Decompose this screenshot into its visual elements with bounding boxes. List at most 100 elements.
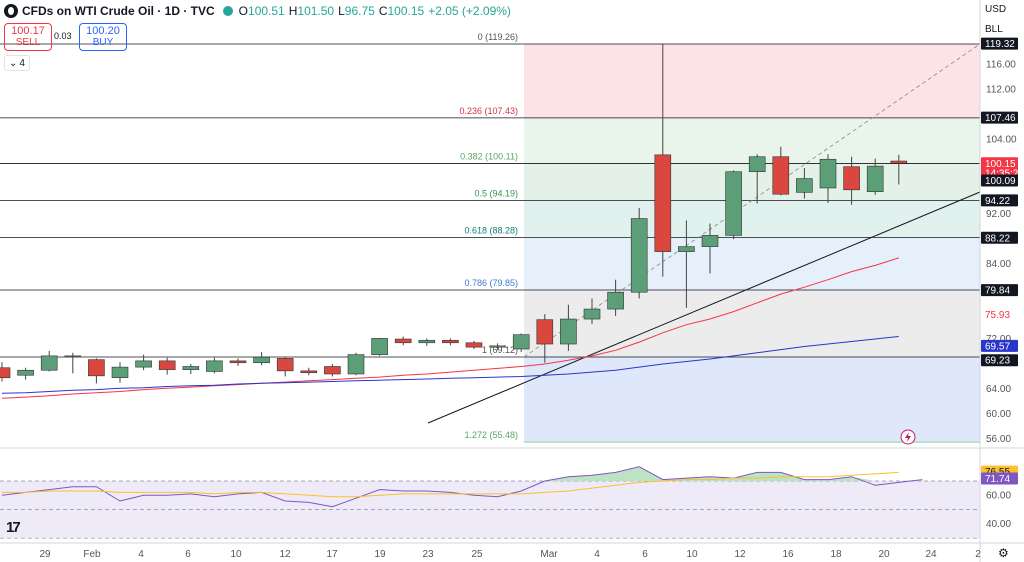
support-trendline: [427, 191, 981, 424]
candle: [206, 357, 223, 374]
candle: [229, 358, 247, 366]
candle-body: [135, 360, 152, 368]
indicators-toggle-button[interactable]: ⌄ 4: [4, 55, 30, 71]
chevron-down-icon: ⌄: [9, 57, 18, 69]
candle-body: [583, 308, 601, 320]
sell-price: 100.17: [11, 25, 45, 37]
candle-body: [866, 165, 884, 192]
candle-body: [725, 171, 742, 236]
price-tick-label: 56.00: [986, 434, 1011, 445]
settings-gear-icon[interactable]: ⚙: [998, 546, 1009, 560]
ohlc-low-value: 96.75: [344, 4, 375, 18]
oil-drop-icon: [4, 4, 18, 18]
candle-body: [701, 235, 719, 247]
candle: [536, 314, 554, 363]
time-tick-label: 2: [975, 549, 981, 560]
time-tick-label: 4: [594, 549, 600, 560]
chart-header: CFDs on WTI Crude Oil · 1D · TVC O 100.51…: [0, 0, 515, 22]
time-tick-label: 29: [39, 549, 51, 560]
candle: [512, 333, 530, 353]
candle: [40, 350, 58, 372]
price-badge-bg: [981, 354, 1018, 367]
candle-body: [347, 354, 365, 375]
candle-body: [512, 334, 530, 350]
candle-body: [843, 166, 860, 191]
candle: [158, 357, 176, 375]
fibonacci-lines: [0, 43, 980, 443]
price-badge-bg: [981, 37, 1018, 50]
ohlc-open-value: 100.51: [248, 4, 285, 18]
moving-average-red-line: [1, 257, 899, 399]
candle: [253, 352, 270, 366]
time-tick-label: 17: [326, 549, 338, 560]
candle: [583, 298, 601, 325]
sell-button[interactable]: 100.17 SELL: [4, 23, 52, 51]
candle-body: [17, 369, 34, 376]
fibonacci-labels: 0 (119.26) 0.236 (107.43) 0.382 (100.11) 0.…: [459, 32, 518, 440]
candle: [843, 156, 860, 205]
symbol-title[interactable]: CFDs on WTI Crude Oil · 1D · TVC: [22, 4, 215, 18]
lightning-bolt: [905, 432, 911, 442]
candle: [489, 343, 506, 351]
unit-selector[interactable]: BLL: [985, 24, 1003, 35]
rsi-badge-bg: [981, 472, 1018, 485]
price-tick-label: 116.00: [986, 59, 1016, 70]
price-badge-bg: [981, 284, 1018, 297]
time-tick-label: 25: [471, 549, 483, 560]
indicator-count: 4: [19, 57, 25, 69]
price-badge: 100.15: [985, 159, 1016, 170]
price-tick-label: 84.00: [986, 259, 1011, 270]
fib-zone: [524, 357, 980, 443]
price-badge: 107.46: [985, 113, 1016, 124]
candle: [560, 304, 577, 351]
buy-label: BUY: [92, 37, 114, 48]
candle-body: [442, 339, 459, 344]
moving-averages: [1, 257, 899, 399]
price-badge: 79.84: [985, 286, 1010, 297]
ohlc-high-value: 101.50: [297, 4, 335, 18]
candle-body: [536, 319, 554, 345]
fib-label: 0.236 (107.43): [459, 106, 518, 116]
candle: [654, 43, 672, 277]
price-tick-label: 104.00: [986, 134, 1017, 145]
time-tick-label: 6: [185, 549, 191, 560]
ohlc-change: +2.05 (+2.09%): [428, 4, 511, 18]
rsi-pane: [0, 466, 980, 539]
candle: [347, 352, 365, 376]
candle: [300, 367, 318, 376]
ohlc-open-key: O: [238, 4, 249, 18]
time-tick-label: 24: [925, 549, 937, 560]
sell-label: SELL: [15, 37, 41, 48]
fibonacci-zones: [524, 44, 980, 443]
candle-body: [796, 178, 813, 193]
candle-body: [253, 356, 270, 364]
fib-label: 1.272 (55.48): [464, 430, 518, 440]
time-tick-label: 12: [734, 549, 746, 560]
price-badge: 69.23: [985, 356, 1010, 367]
fib-zone: [524, 237, 980, 291]
candle: [418, 338, 436, 346]
tradingview-logo: 17: [6, 519, 21, 536]
fib-label: 0.5 (94.19): [474, 189, 518, 199]
candle: [678, 220, 695, 308]
ohlc-close-value: 100.15: [387, 4, 425, 18]
time-tick-label: 6: [642, 549, 648, 560]
fib-label: 1 (69.12): [482, 345, 518, 355]
time-tick-label: 12: [279, 549, 291, 560]
candle-body: [465, 342, 483, 348]
trendlines: [427, 43, 981, 424]
price-badge-bg: [981, 157, 1018, 180]
price-badge: 94.22: [985, 196, 1010, 207]
candle-body: [890, 160, 908, 164]
candle-body: [88, 359, 105, 377]
fib-trend-dashed: [523, 43, 981, 358]
market-status-icon: [222, 6, 233, 16]
time-tick-label: Feb: [83, 549, 101, 560]
candle: [394, 336, 412, 346]
candle: [725, 170, 742, 240]
currency-selector[interactable]: USD: [985, 4, 1007, 15]
time-tick-label: Mar: [540, 549, 558, 560]
buy-button[interactable]: 100.20 BUY: [79, 23, 127, 51]
